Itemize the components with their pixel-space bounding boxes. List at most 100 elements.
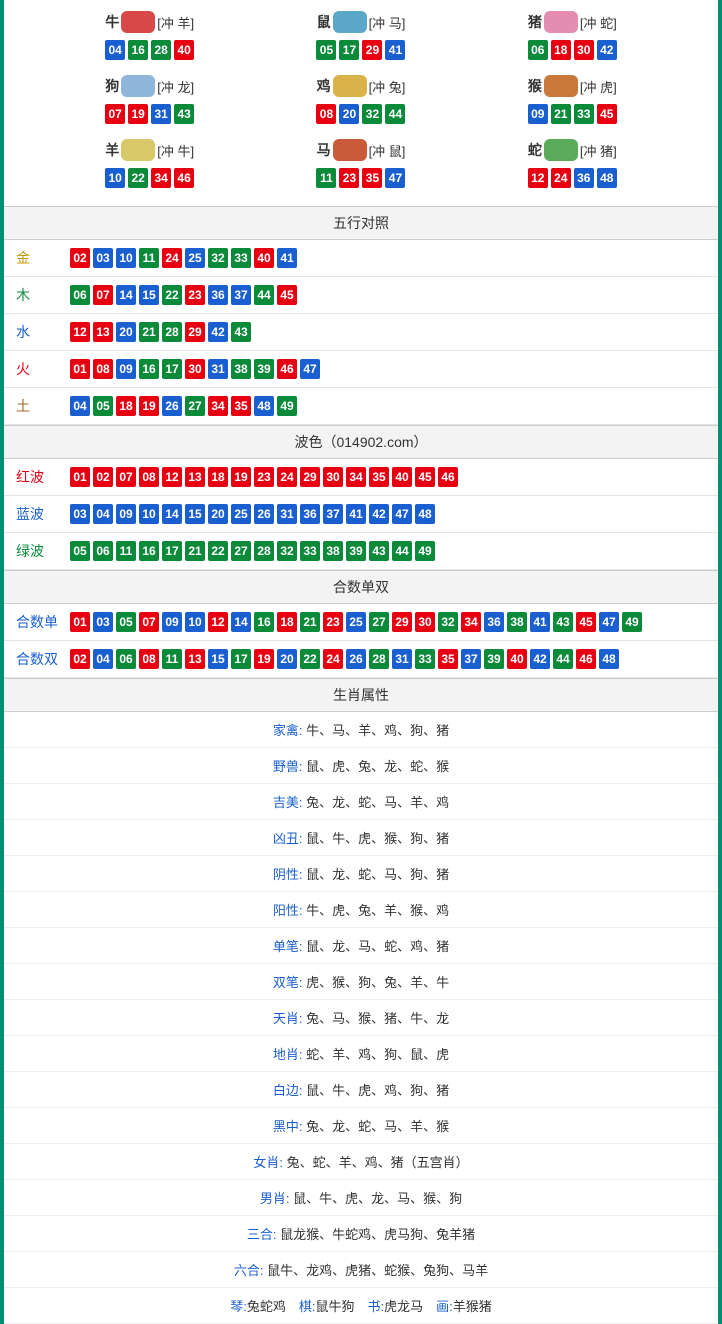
attr-value: 鼠、龙、马、蛇、鸡、猪	[306, 939, 449, 954]
attr-row: 阳性: 牛、虎、兔、羊、猴、鸡	[4, 892, 718, 928]
row-label: 水	[16, 322, 60, 342]
number-ball: 43	[369, 541, 389, 561]
heshu-body: 合数单0103050709101214161821232527293032343…	[4, 604, 718, 678]
attr-value: 鼠、虎、兔、龙、蛇、猴	[306, 759, 449, 774]
number-ball: 05	[93, 396, 113, 416]
number-ball: 42	[597, 40, 617, 60]
attr-key: 野兽:	[273, 759, 306, 774]
number-ball: 31	[151, 104, 171, 124]
attr-value: 兔、龙、蛇、马、羊、猴	[306, 1119, 449, 1134]
number-ball: 34	[346, 467, 366, 487]
number-ball: 46	[277, 359, 297, 379]
footer-value: 兔蛇鸡	[247, 1299, 286, 1314]
attr-row: 野兽: 鼠、虎、兔、龙、蛇、猴	[4, 748, 718, 784]
number-ball: 19	[231, 467, 251, 487]
zodiac-chong: [冲 羊]	[157, 13, 194, 32]
attr-key: 天肖:	[273, 1011, 306, 1026]
zodiac-chong: [冲 龙]	[157, 77, 194, 96]
number-ball: 47	[300, 359, 320, 379]
attr-value: 兔、马、猴、猪、牛、龙	[306, 1011, 449, 1026]
zodiac-cell: 狗[冲 龙]07193143	[44, 68, 255, 132]
attr-key: 黑中:	[273, 1119, 306, 1134]
zodiac-cell: 马[冲 鼠]11233547	[255, 132, 466, 196]
number-ball: 21	[551, 104, 571, 124]
attr-row: 单笔: 鼠、龙、马、蛇、鸡、猪	[4, 928, 718, 964]
bose-body: 红波0102070812131819232429303435404546蓝波03…	[4, 459, 718, 570]
number-ball: 45	[415, 467, 435, 487]
number-ball: 09	[116, 359, 136, 379]
number-ball: 32	[208, 248, 228, 268]
number-ball: 41	[346, 504, 366, 524]
row-nums: 05061116172122272832333839434449	[70, 541, 435, 561]
zodiac-cell: 猪[冲 蛇]06183042	[467, 4, 678, 68]
number-ball: 06	[116, 649, 136, 669]
number-ball: 26	[254, 504, 274, 524]
number-ball: 26	[346, 649, 366, 669]
row-nums: 03040910141520252631363741424748	[70, 504, 435, 524]
number-ball: 47	[599, 612, 619, 632]
number-ball: 22	[128, 168, 148, 188]
number-ball: 34	[151, 168, 171, 188]
number-ball: 14	[231, 612, 251, 632]
footer-key: 琴:	[230, 1299, 247, 1314]
row-nums: 0103050709101214161821232527293032343638…	[70, 612, 642, 632]
number-ball: 17	[162, 541, 182, 561]
number-ball: 20	[277, 649, 297, 669]
attr-value: 兔、龙、蛇、马、羊、鸡	[306, 795, 449, 810]
number-ball: 40	[392, 467, 412, 487]
number-ball: 27	[231, 541, 251, 561]
number-ball: 11	[139, 248, 159, 268]
zodiac-grid: 牛[冲 羊]04162840鼠[冲 马]05172941猪[冲 蛇]061830…	[4, 0, 718, 206]
number-ball: 34	[208, 396, 228, 416]
number-ball: 02	[70, 248, 90, 268]
number-ball: 06	[70, 285, 90, 305]
attr-key: 六合:	[234, 1263, 267, 1278]
number-ball: 24	[277, 467, 297, 487]
number-ball: 21	[185, 541, 205, 561]
zodiac-nums: 07193143	[44, 104, 255, 124]
number-ball: 14	[116, 285, 136, 305]
row-nums: 1213202128294243	[70, 322, 251, 342]
number-ball: 27	[185, 396, 205, 416]
attr-value: 鼠龙猴、牛蛇鸡、虎马狗、兔羊猪	[280, 1227, 475, 1242]
footer-key: 棋:	[299, 1299, 316, 1314]
attr-value: 鼠、牛、虎、猴、狗、猪	[306, 831, 449, 846]
row-label: 合数双	[16, 649, 60, 669]
number-ball: 02	[70, 649, 90, 669]
number-ball: 39	[254, 359, 274, 379]
attr-value: 牛、马、羊、鸡、狗、猪	[306, 723, 449, 738]
number-ball: 11	[116, 541, 136, 561]
number-ball: 26	[162, 396, 182, 416]
number-ball: 21	[139, 322, 159, 342]
number-ball: 09	[116, 504, 136, 524]
number-ball: 46	[174, 168, 194, 188]
number-ball: 49	[277, 396, 297, 416]
number-ball: 29	[185, 322, 205, 342]
number-ball: 23	[339, 168, 359, 188]
section-header-wuxing: 五行对照	[4, 206, 718, 240]
number-ball: 01	[70, 612, 90, 632]
number-ball: 05	[316, 40, 336, 60]
zodiac-cell: 鼠[冲 马]05172941	[255, 4, 466, 68]
number-ball: 33	[415, 649, 435, 669]
number-ball: 03	[93, 612, 113, 632]
number-ball: 01	[70, 359, 90, 379]
zodiac-icon	[121, 75, 155, 97]
zodiac-icon	[544, 139, 578, 161]
number-ball: 33	[231, 248, 251, 268]
footer-key: 书:	[368, 1299, 385, 1314]
number-ball: 37	[231, 285, 251, 305]
row-nums: 02031011242532334041	[70, 248, 297, 268]
row-nums: 0102070812131819232429303435404546	[70, 467, 458, 487]
number-ball: 08	[139, 467, 159, 487]
number-ball: 23	[185, 285, 205, 305]
number-ball: 19	[139, 396, 159, 416]
number-ball: 16	[139, 541, 159, 561]
zodiac-cell: 蛇[冲 猪]12243648	[467, 132, 678, 196]
zodiac-name: 蛇	[528, 140, 542, 160]
number-ball: 24	[323, 649, 343, 669]
zodiac-name: 马	[317, 140, 331, 160]
data-row: 土04051819262734354849	[4, 388, 718, 425]
data-row: 火0108091617303138394647	[4, 351, 718, 388]
number-ball: 13	[185, 649, 205, 669]
